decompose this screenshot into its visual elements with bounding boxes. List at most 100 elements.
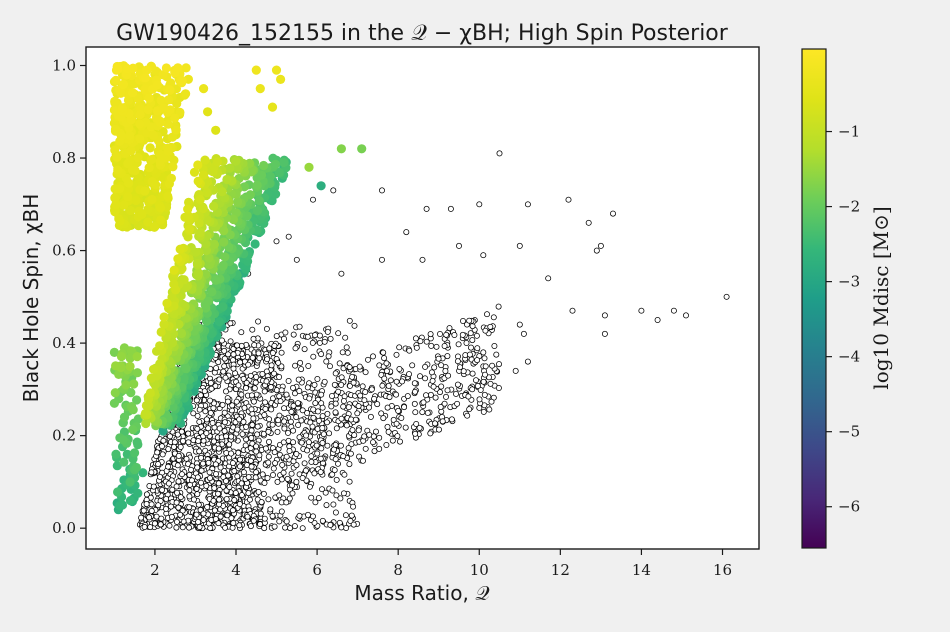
filled-point	[119, 412, 130, 422]
open-point	[322, 489, 329, 496]
filled-point	[113, 487, 123, 497]
open-point	[304, 410, 311, 416]
open-point	[205, 459, 212, 466]
filled-point	[156, 327, 166, 337]
open-point	[173, 524, 180, 531]
filled-point	[193, 160, 203, 170]
open-point	[469, 386, 476, 393]
open-point	[312, 332, 318, 339]
open-point	[453, 390, 459, 397]
filled-point	[149, 364, 159, 374]
open-point	[198, 467, 205, 474]
filled-point	[316, 181, 326, 191]
open-point	[227, 320, 234, 327]
open-point	[141, 524, 148, 530]
filled-point	[119, 457, 129, 467]
open-point	[243, 379, 250, 386]
open-point	[293, 478, 300, 485]
open-point	[247, 457, 254, 464]
filled-point	[254, 196, 264, 206]
open-point	[236, 416, 243, 423]
open-point	[261, 412, 268, 418]
filled-point	[132, 368, 142, 378]
open-point	[233, 398, 240, 405]
open-point	[147, 524, 154, 531]
open-point	[257, 521, 264, 528]
open-point	[299, 525, 306, 532]
filled-point	[138, 468, 148, 478]
open-point	[296, 388, 303, 394]
colorbar-label: log10 Mdisc [M⊙]	[869, 206, 893, 389]
filled-point	[218, 261, 228, 271]
open-point	[361, 433, 368, 440]
open-point	[295, 376, 302, 383]
open-point	[276, 393, 283, 400]
open-point	[432, 394, 439, 401]
open-point	[228, 515, 235, 522]
open-point	[451, 332, 458, 338]
open-point	[396, 344, 403, 351]
filled-point	[175, 244, 185, 254]
open-point	[174, 462, 181, 469]
open-point	[283, 453, 290, 460]
open-point	[293, 451, 300, 457]
open-point	[226, 484, 233, 490]
open-point	[328, 403, 335, 410]
open-point	[366, 404, 372, 411]
open-point	[168, 503, 174, 510]
open-point	[437, 404, 444, 410]
open-point	[215, 490, 221, 497]
open-point	[399, 378, 406, 385]
open-point	[355, 403, 362, 410]
filled-point	[110, 184, 120, 194]
open-point	[280, 469, 287, 476]
open-point	[200, 460, 206, 467]
open-point	[585, 219, 592, 226]
filled-point	[111, 449, 121, 459]
open-point	[215, 445, 222, 452]
open-point	[259, 471, 266, 478]
filled-point	[217, 187, 227, 197]
open-point	[303, 432, 310, 439]
filled-point	[151, 180, 161, 190]
open-point	[219, 401, 226, 408]
open-point	[186, 487, 193, 494]
colorbar-tick-label: −2	[838, 198, 860, 216]
open-point	[177, 511, 184, 518]
filled-point	[132, 352, 142, 362]
open-point	[287, 525, 294, 532]
open-point	[298, 417, 305, 424]
open-point	[316, 332, 323, 339]
open-point	[197, 392, 204, 399]
filled-point	[177, 76, 187, 86]
open-point	[670, 307, 677, 314]
filled-point	[163, 146, 173, 156]
open-point	[240, 469, 247, 476]
open-point	[432, 420, 438, 427]
open-point	[272, 460, 279, 467]
open-point	[254, 431, 261, 438]
open-point	[260, 490, 267, 497]
open-point	[310, 196, 316, 203]
filled-point	[115, 216, 125, 226]
filled-point	[270, 159, 281, 169]
open-point	[393, 378, 400, 385]
open-point	[351, 322, 358, 329]
open-point	[248, 434, 255, 441]
open-point	[269, 421, 276, 428]
open-point	[251, 342, 258, 348]
open-point	[359, 383, 366, 390]
open-point	[204, 504, 211, 510]
open-point	[235, 382, 242, 389]
open-point	[151, 520, 158, 527]
open-point	[327, 522, 334, 528]
open-point	[263, 378, 270, 385]
open-point	[524, 358, 531, 365]
open-point	[516, 321, 523, 328]
open-point	[299, 475, 306, 481]
open-point	[301, 460, 308, 467]
open-point	[343, 525, 350, 531]
open-point	[466, 406, 473, 413]
open-point	[261, 515, 268, 522]
open-point	[406, 371, 412, 378]
